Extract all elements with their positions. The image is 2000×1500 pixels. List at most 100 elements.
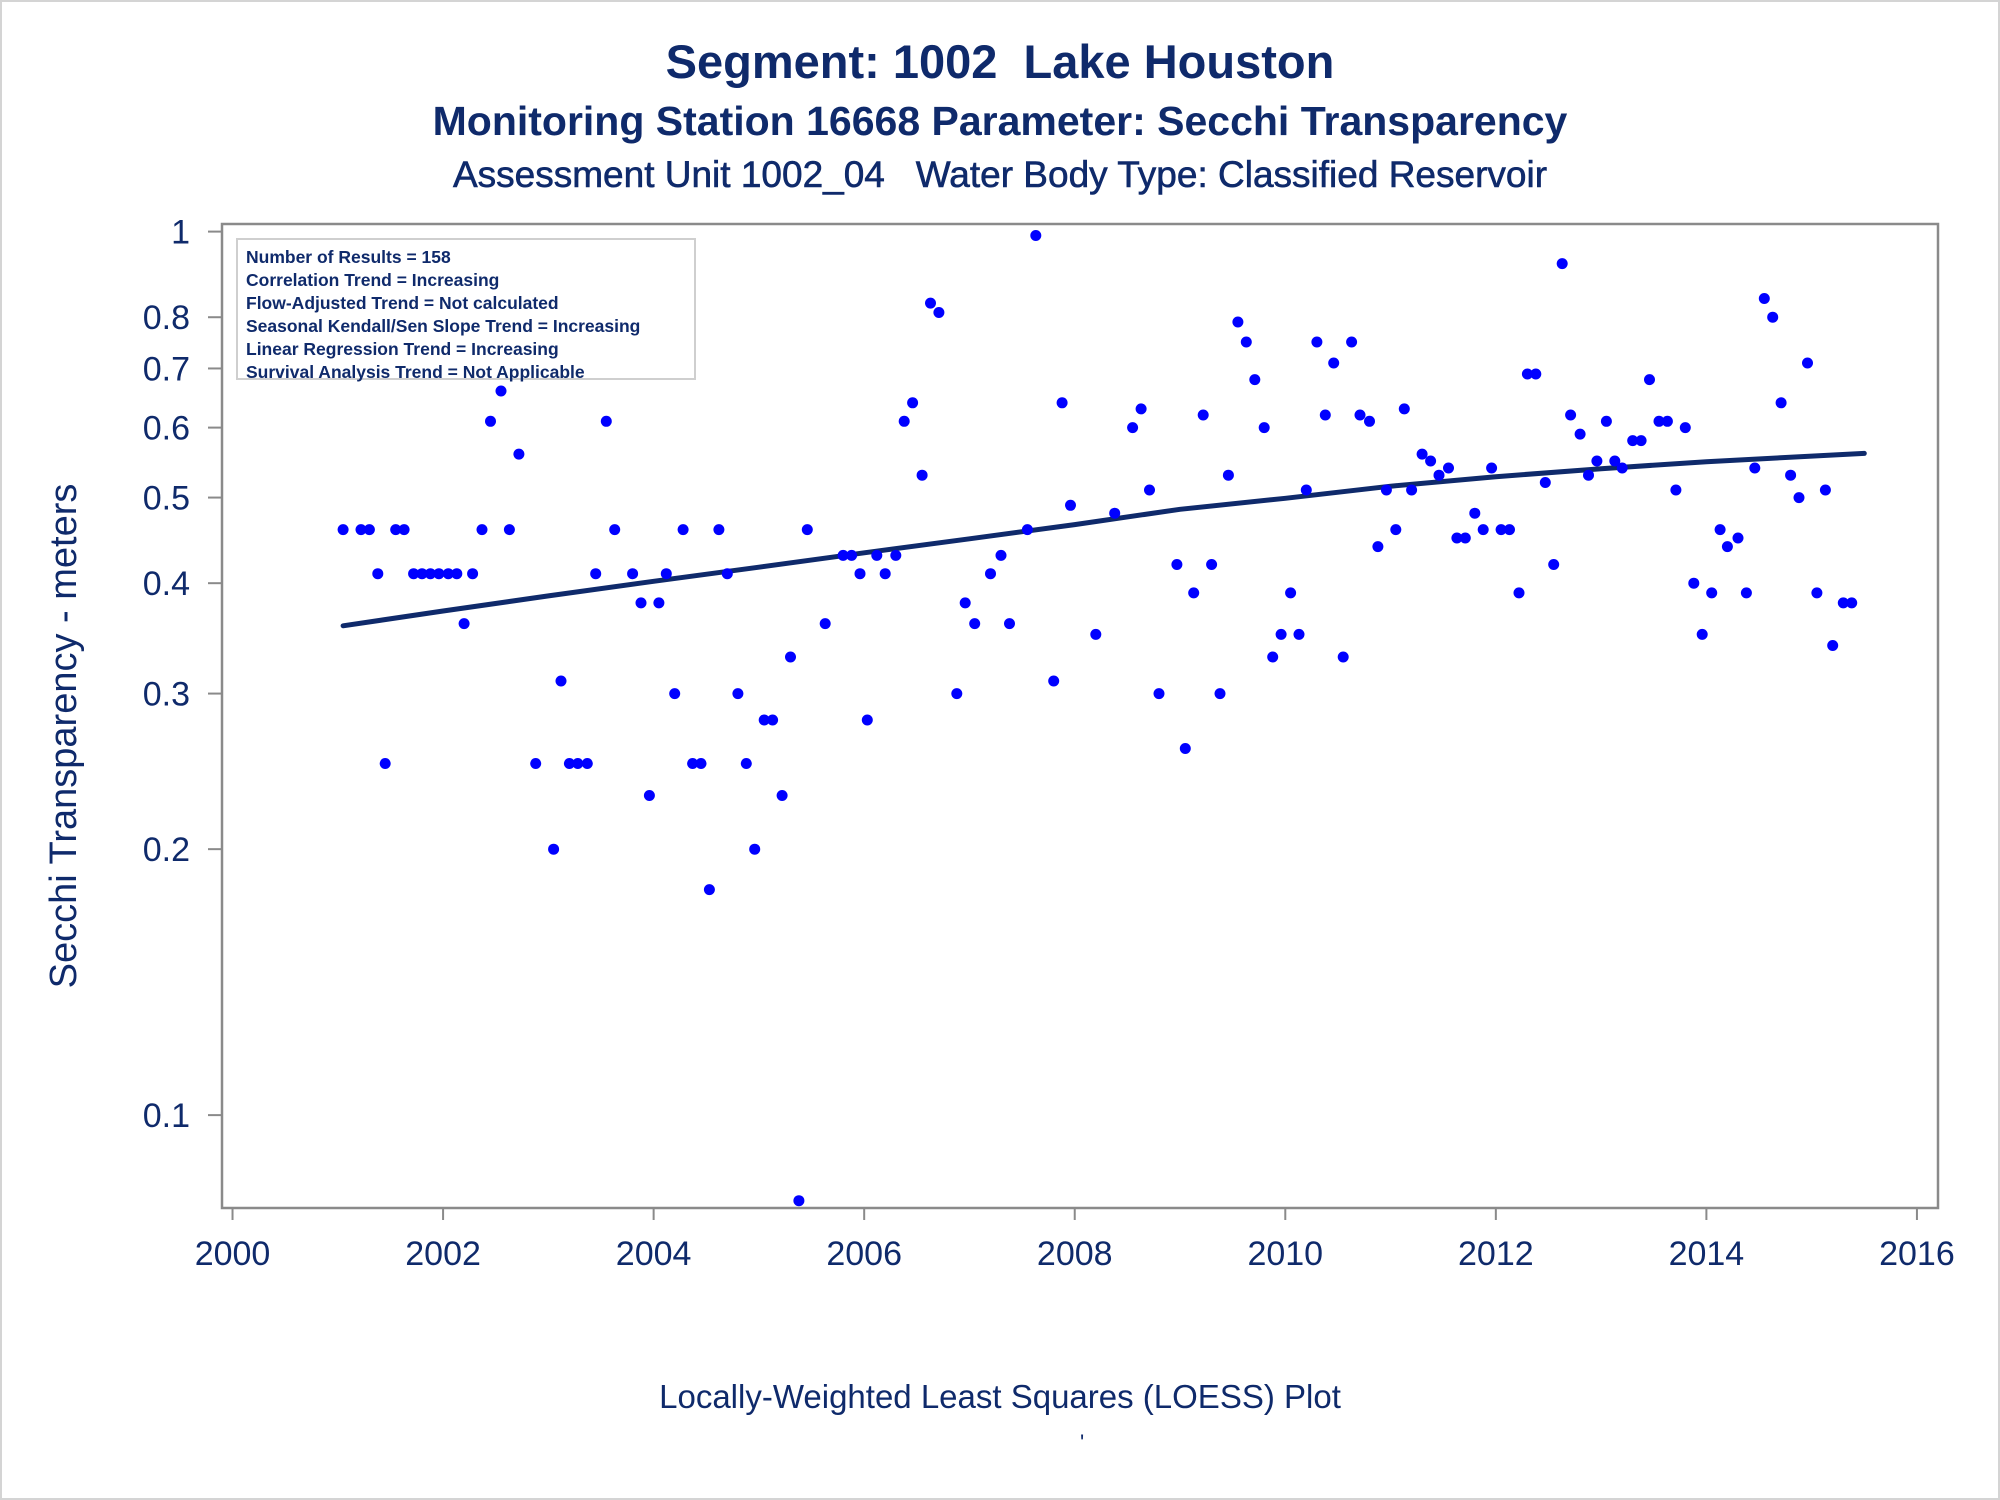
data-point — [855, 568, 866, 579]
loess-trend-line — [343, 453, 1864, 625]
data-point — [1188, 587, 1199, 598]
x-tick-label: 2010 — [1247, 1235, 1323, 1273]
data-point — [1530, 369, 1541, 380]
data-point — [846, 550, 857, 561]
data-point — [380, 758, 391, 769]
data-point — [556, 676, 567, 687]
data-point — [1767, 312, 1778, 323]
data-point — [1670, 485, 1681, 496]
data-point — [582, 758, 593, 769]
x-tick-label: 2004 — [616, 1235, 692, 1273]
data-point — [793, 1195, 804, 1206]
data-point — [1320, 410, 1331, 421]
data-point — [467, 568, 478, 579]
data-point — [1540, 477, 1551, 488]
data-point — [1697, 629, 1708, 640]
data-point — [364, 524, 375, 535]
data-point — [338, 524, 349, 535]
data-point — [1346, 337, 1357, 348]
data-point — [1406, 485, 1417, 496]
data-point — [1636, 435, 1647, 446]
data-point — [1811, 587, 1822, 598]
stats-number-of-results: Number of Results = 158 — [246, 246, 686, 269]
data-point — [1154, 688, 1165, 699]
data-point — [1591, 456, 1602, 467]
stats-survival-analysis-trend: Survival Analysis Trend = Not Applicable — [246, 361, 686, 384]
data-point — [627, 568, 638, 579]
data-point — [1820, 485, 1831, 496]
data-point — [1372, 541, 1383, 552]
data-point — [459, 618, 470, 629]
data-point — [1548, 559, 1559, 570]
data-point — [925, 298, 936, 309]
data-point — [1733, 533, 1744, 544]
data-point — [1715, 524, 1726, 535]
data-point — [399, 524, 410, 535]
y-tick-label: 1 — [171, 214, 190, 252]
data-point — [1198, 410, 1209, 421]
data-point — [1109, 508, 1120, 519]
data-point — [1722, 541, 1733, 552]
footnote-mark: ' — [1080, 1430, 1084, 1456]
data-point — [601, 416, 612, 427]
data-point — [1144, 485, 1155, 496]
data-point — [1601, 416, 1612, 427]
data-point — [1617, 463, 1628, 474]
data-point — [960, 597, 971, 608]
x-tick-label: 2006 — [826, 1235, 902, 1273]
data-point — [704, 884, 715, 895]
data-point — [1741, 587, 1752, 598]
data-point — [880, 568, 891, 579]
x-tick-label: 2016 — [1879, 1235, 1955, 1273]
data-point — [636, 597, 647, 608]
data-point — [1294, 629, 1305, 640]
data-point — [1827, 640, 1838, 651]
data-point — [1469, 508, 1480, 519]
data-point — [1575, 429, 1586, 440]
data-point — [1583, 470, 1594, 481]
data-point — [917, 470, 928, 481]
y-tick-label: 0.2 — [143, 831, 190, 869]
data-point — [609, 524, 620, 535]
data-point — [1241, 337, 1252, 348]
data-point — [1232, 317, 1243, 328]
data-point — [1180, 743, 1191, 754]
data-point — [678, 524, 689, 535]
data-point — [1057, 397, 1068, 408]
y-tick-label: 0.3 — [143, 676, 190, 714]
data-point — [1557, 258, 1568, 269]
data-point — [933, 307, 944, 318]
data-point — [1794, 492, 1805, 503]
stats-correlation-trend: Correlation Trend = Increasing — [246, 269, 686, 292]
data-point — [1285, 587, 1296, 598]
data-point — [1171, 559, 1182, 570]
data-point — [713, 524, 724, 535]
data-point — [496, 386, 507, 397]
data-point — [1785, 470, 1796, 481]
data-point — [653, 597, 664, 608]
data-point — [1249, 374, 1260, 385]
data-point — [1443, 463, 1454, 474]
data-point — [1565, 410, 1576, 421]
y-tick-label: 0.6 — [143, 410, 190, 448]
data-point — [871, 550, 882, 561]
data-point — [985, 568, 996, 579]
data-point — [1381, 485, 1392, 496]
data-point — [1259, 422, 1270, 433]
y-tick-label: 0.4 — [143, 565, 190, 603]
data-point — [1680, 422, 1691, 433]
data-point — [661, 568, 672, 579]
data-point — [1706, 587, 1717, 598]
data-point — [1048, 676, 1059, 687]
data-point — [1267, 652, 1278, 663]
data-point — [732, 688, 743, 699]
data-point — [1022, 524, 1033, 535]
x-tick-label: 2000 — [195, 1235, 271, 1273]
data-point — [1749, 463, 1760, 474]
data-point — [1004, 618, 1015, 629]
data-point — [1425, 456, 1436, 467]
stats-flow-adjusted-trend: Flow-Adjusted Trend = Not calculated — [246, 292, 686, 315]
data-point — [669, 688, 680, 699]
data-point — [777, 790, 788, 801]
